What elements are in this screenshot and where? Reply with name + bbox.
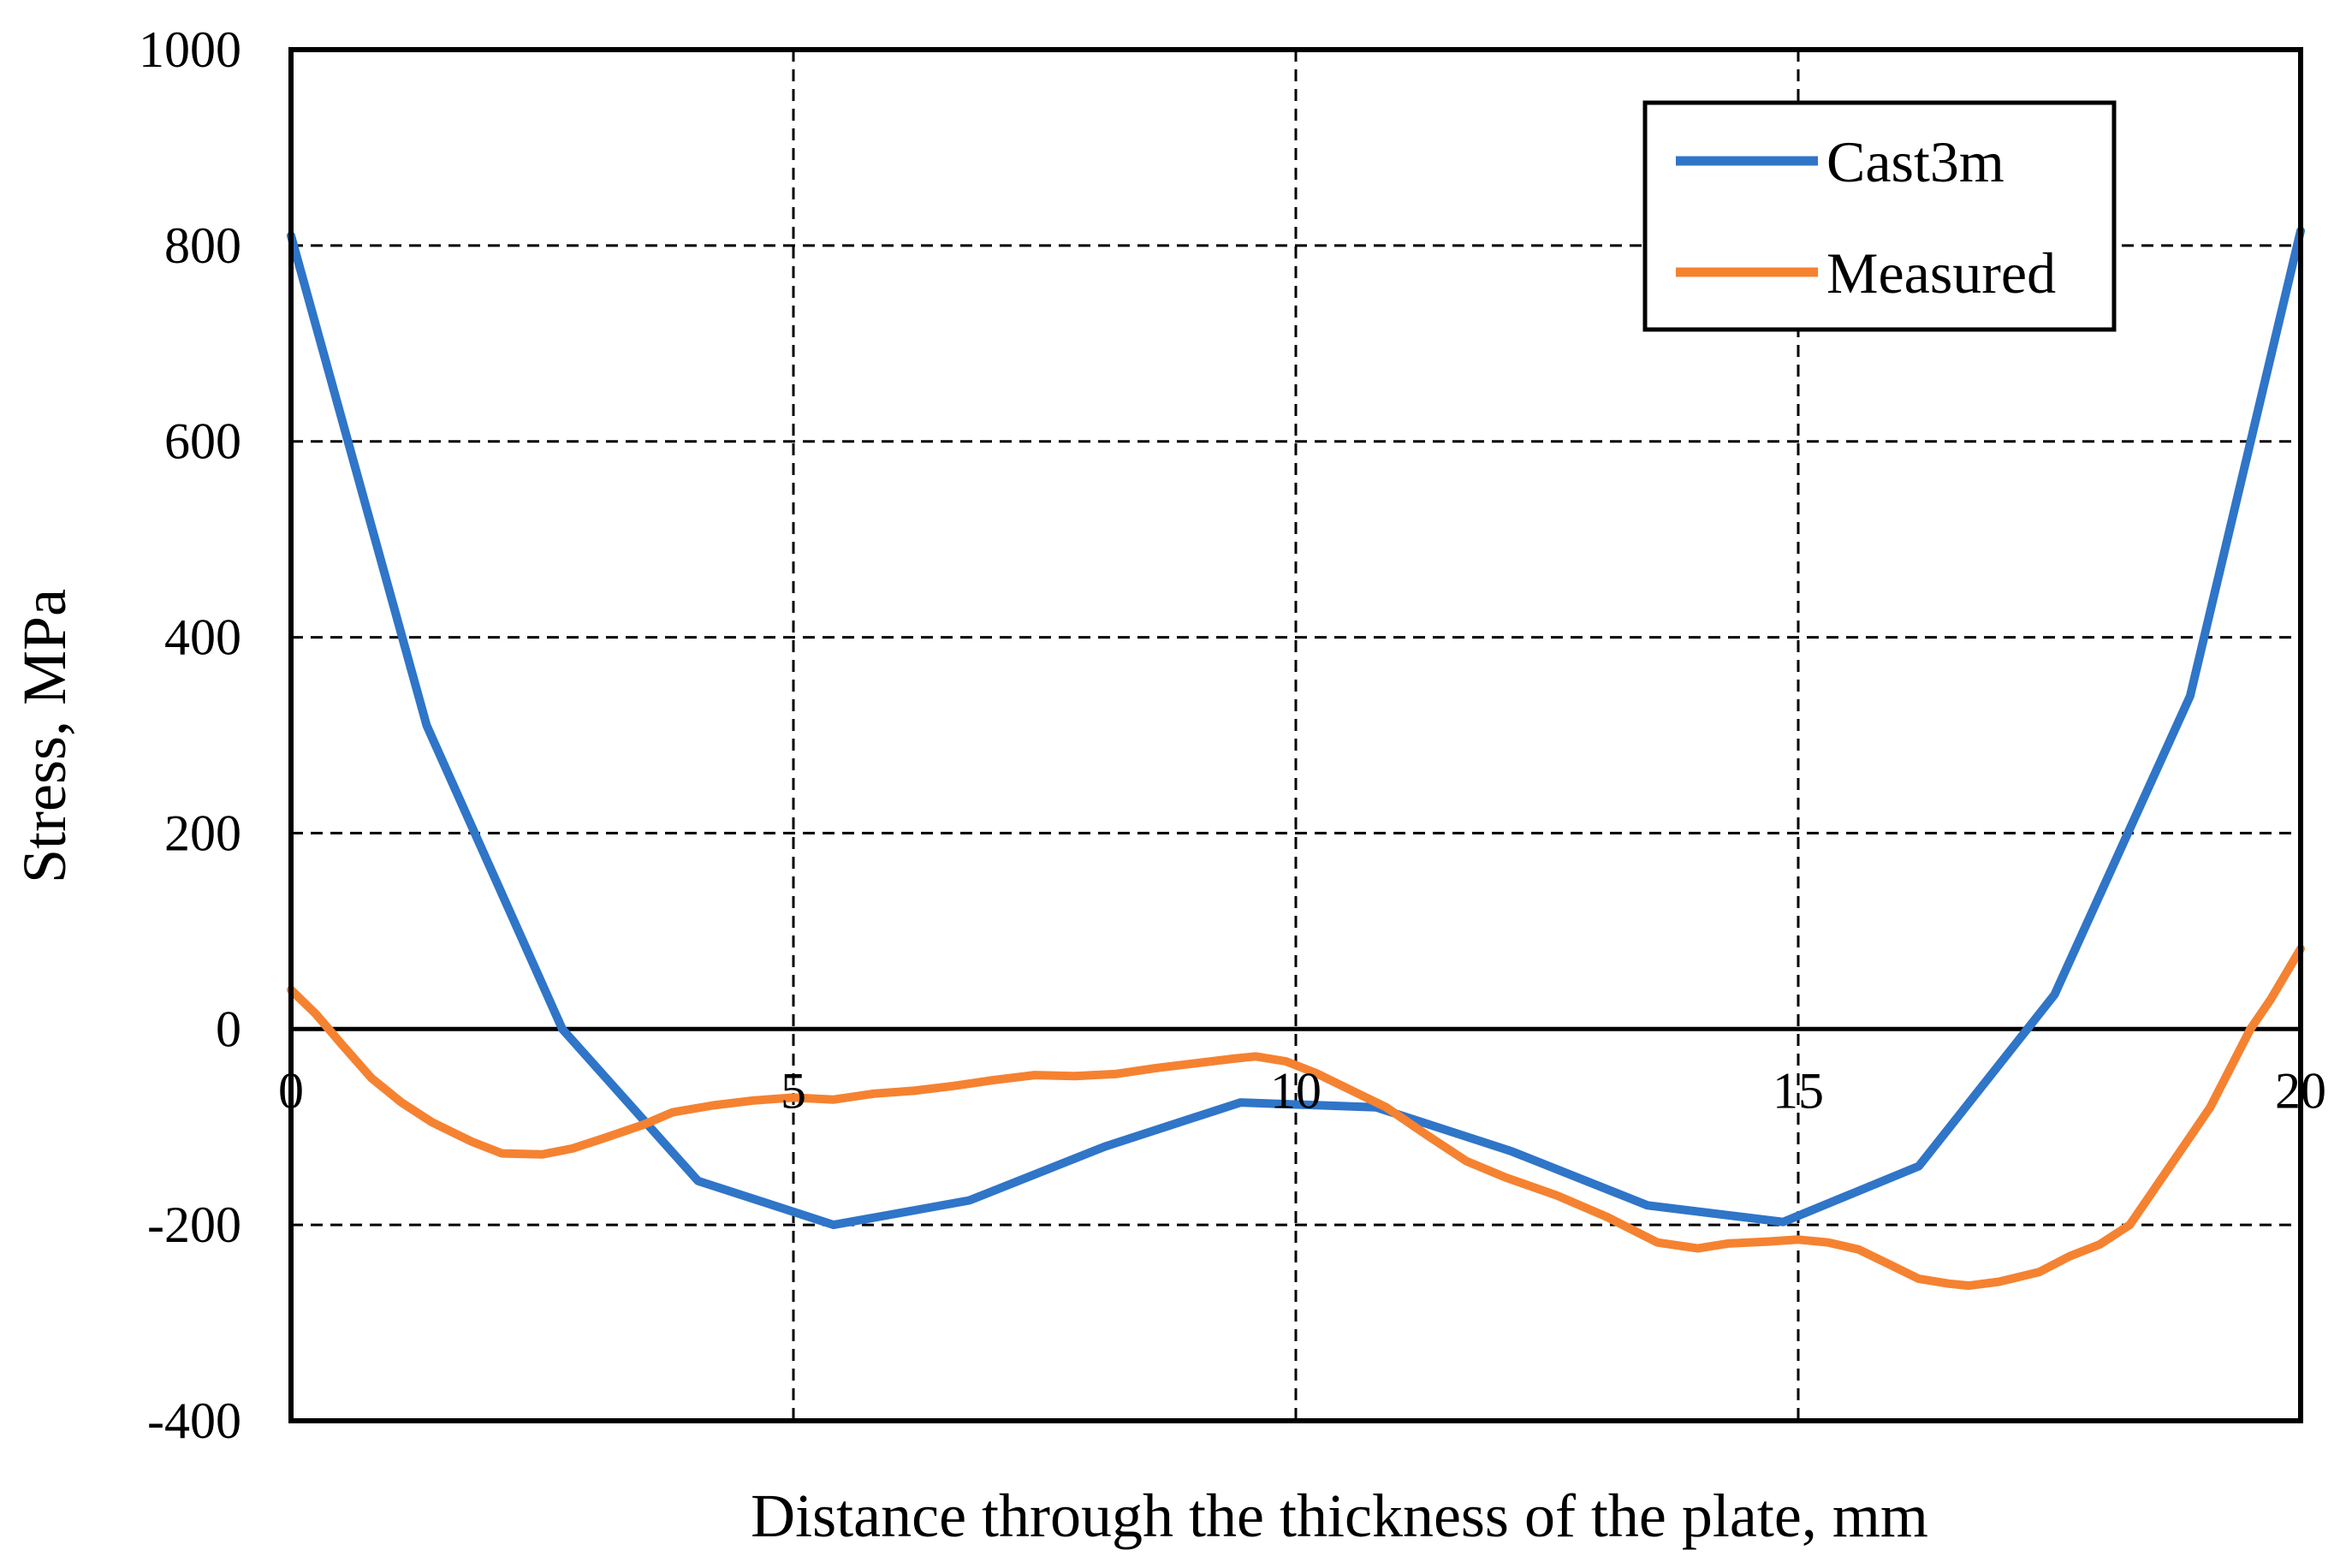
series-line-measured (287, 944, 2305, 1291)
y-tick-label: 200 (164, 805, 241, 861)
x-tick-label: 20 (2275, 1062, 2326, 1119)
y-tick-label: 800 (164, 217, 241, 274)
series-group (287, 226, 2305, 1291)
plot-area (288, 47, 2303, 1423)
x-tick-labels: 0 5 10 15 20 (278, 1062, 2326, 1119)
legend-box (1642, 100, 2117, 332)
legend-label-measured: Measured (1826, 241, 2056, 306)
y-tick-labels: -400 -200 0 200 400 600 800 1000 (139, 21, 241, 1449)
x-axis-title: Distance through the thickness of the pl… (751, 1482, 1928, 1550)
legend-label-cast3m: Cast3m (1826, 129, 2004, 194)
y-tick-label: 0 (216, 1001, 241, 1057)
legend: Cast3m Measured (1642, 100, 2117, 332)
y-tick-label: 400 (164, 609, 241, 666)
y-tick-label: 600 (164, 413, 241, 470)
x-tick-label: 0 (278, 1062, 304, 1119)
y-tick-label: -400 (147, 1393, 241, 1449)
y-tick-label: 1000 (139, 21, 241, 78)
y-tick-label: -200 (147, 1197, 241, 1253)
x-tick-label: 5 (781, 1062, 806, 1119)
y-axis-title: Stress, MPa (10, 589, 79, 883)
series-line-cast3m (287, 226, 2305, 1230)
x-tick-label: 15 (1773, 1062, 1824, 1119)
grid (291, 50, 2301, 1421)
x-tick-label: 10 (1270, 1062, 1321, 1119)
